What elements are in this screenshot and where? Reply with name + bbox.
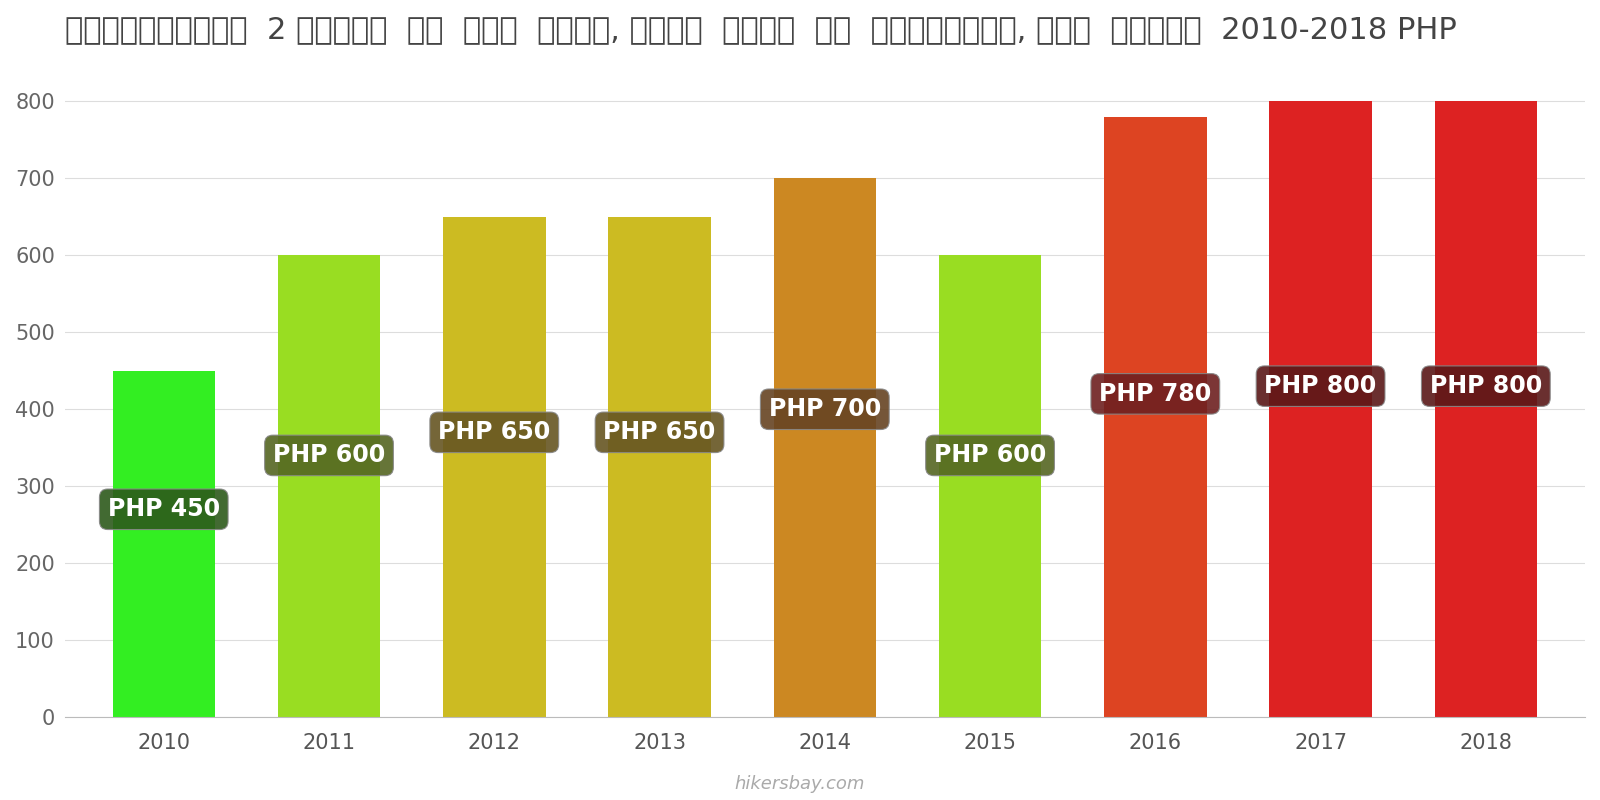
Text: PHP 700: PHP 700: [768, 398, 882, 422]
Bar: [443, 217, 546, 717]
Text: hikersbay.com: hikersbay.com: [734, 775, 866, 793]
Bar: [278, 255, 381, 717]
Text: PHP 600: PHP 600: [274, 443, 386, 467]
Bar: [608, 217, 710, 717]
Text: PHP 450: PHP 450: [107, 498, 219, 522]
Text: PHP 650: PHP 650: [438, 420, 550, 444]
Text: PHP 600: PHP 600: [934, 443, 1046, 467]
Bar: [773, 178, 877, 717]
Bar: [1269, 102, 1371, 717]
Text: फ़िलीपीन्स  2 लोगों  के  लिए  भोजन, मध्य  दूरी  के  रेस्तरां, तीन  कोर्स  2010-2: फ़िलीपीन्स 2 लोगों के लिए भोजन, मध्य दूर…: [64, 15, 1456, 44]
Text: PHP 800: PHP 800: [1264, 374, 1376, 398]
Text: PHP 650: PHP 650: [603, 420, 715, 444]
Bar: [939, 255, 1042, 717]
Bar: [1435, 102, 1538, 717]
Text: PHP 800: PHP 800: [1430, 374, 1542, 398]
Bar: [1104, 117, 1206, 717]
Text: PHP 780: PHP 780: [1099, 382, 1211, 406]
Bar: [112, 370, 214, 717]
